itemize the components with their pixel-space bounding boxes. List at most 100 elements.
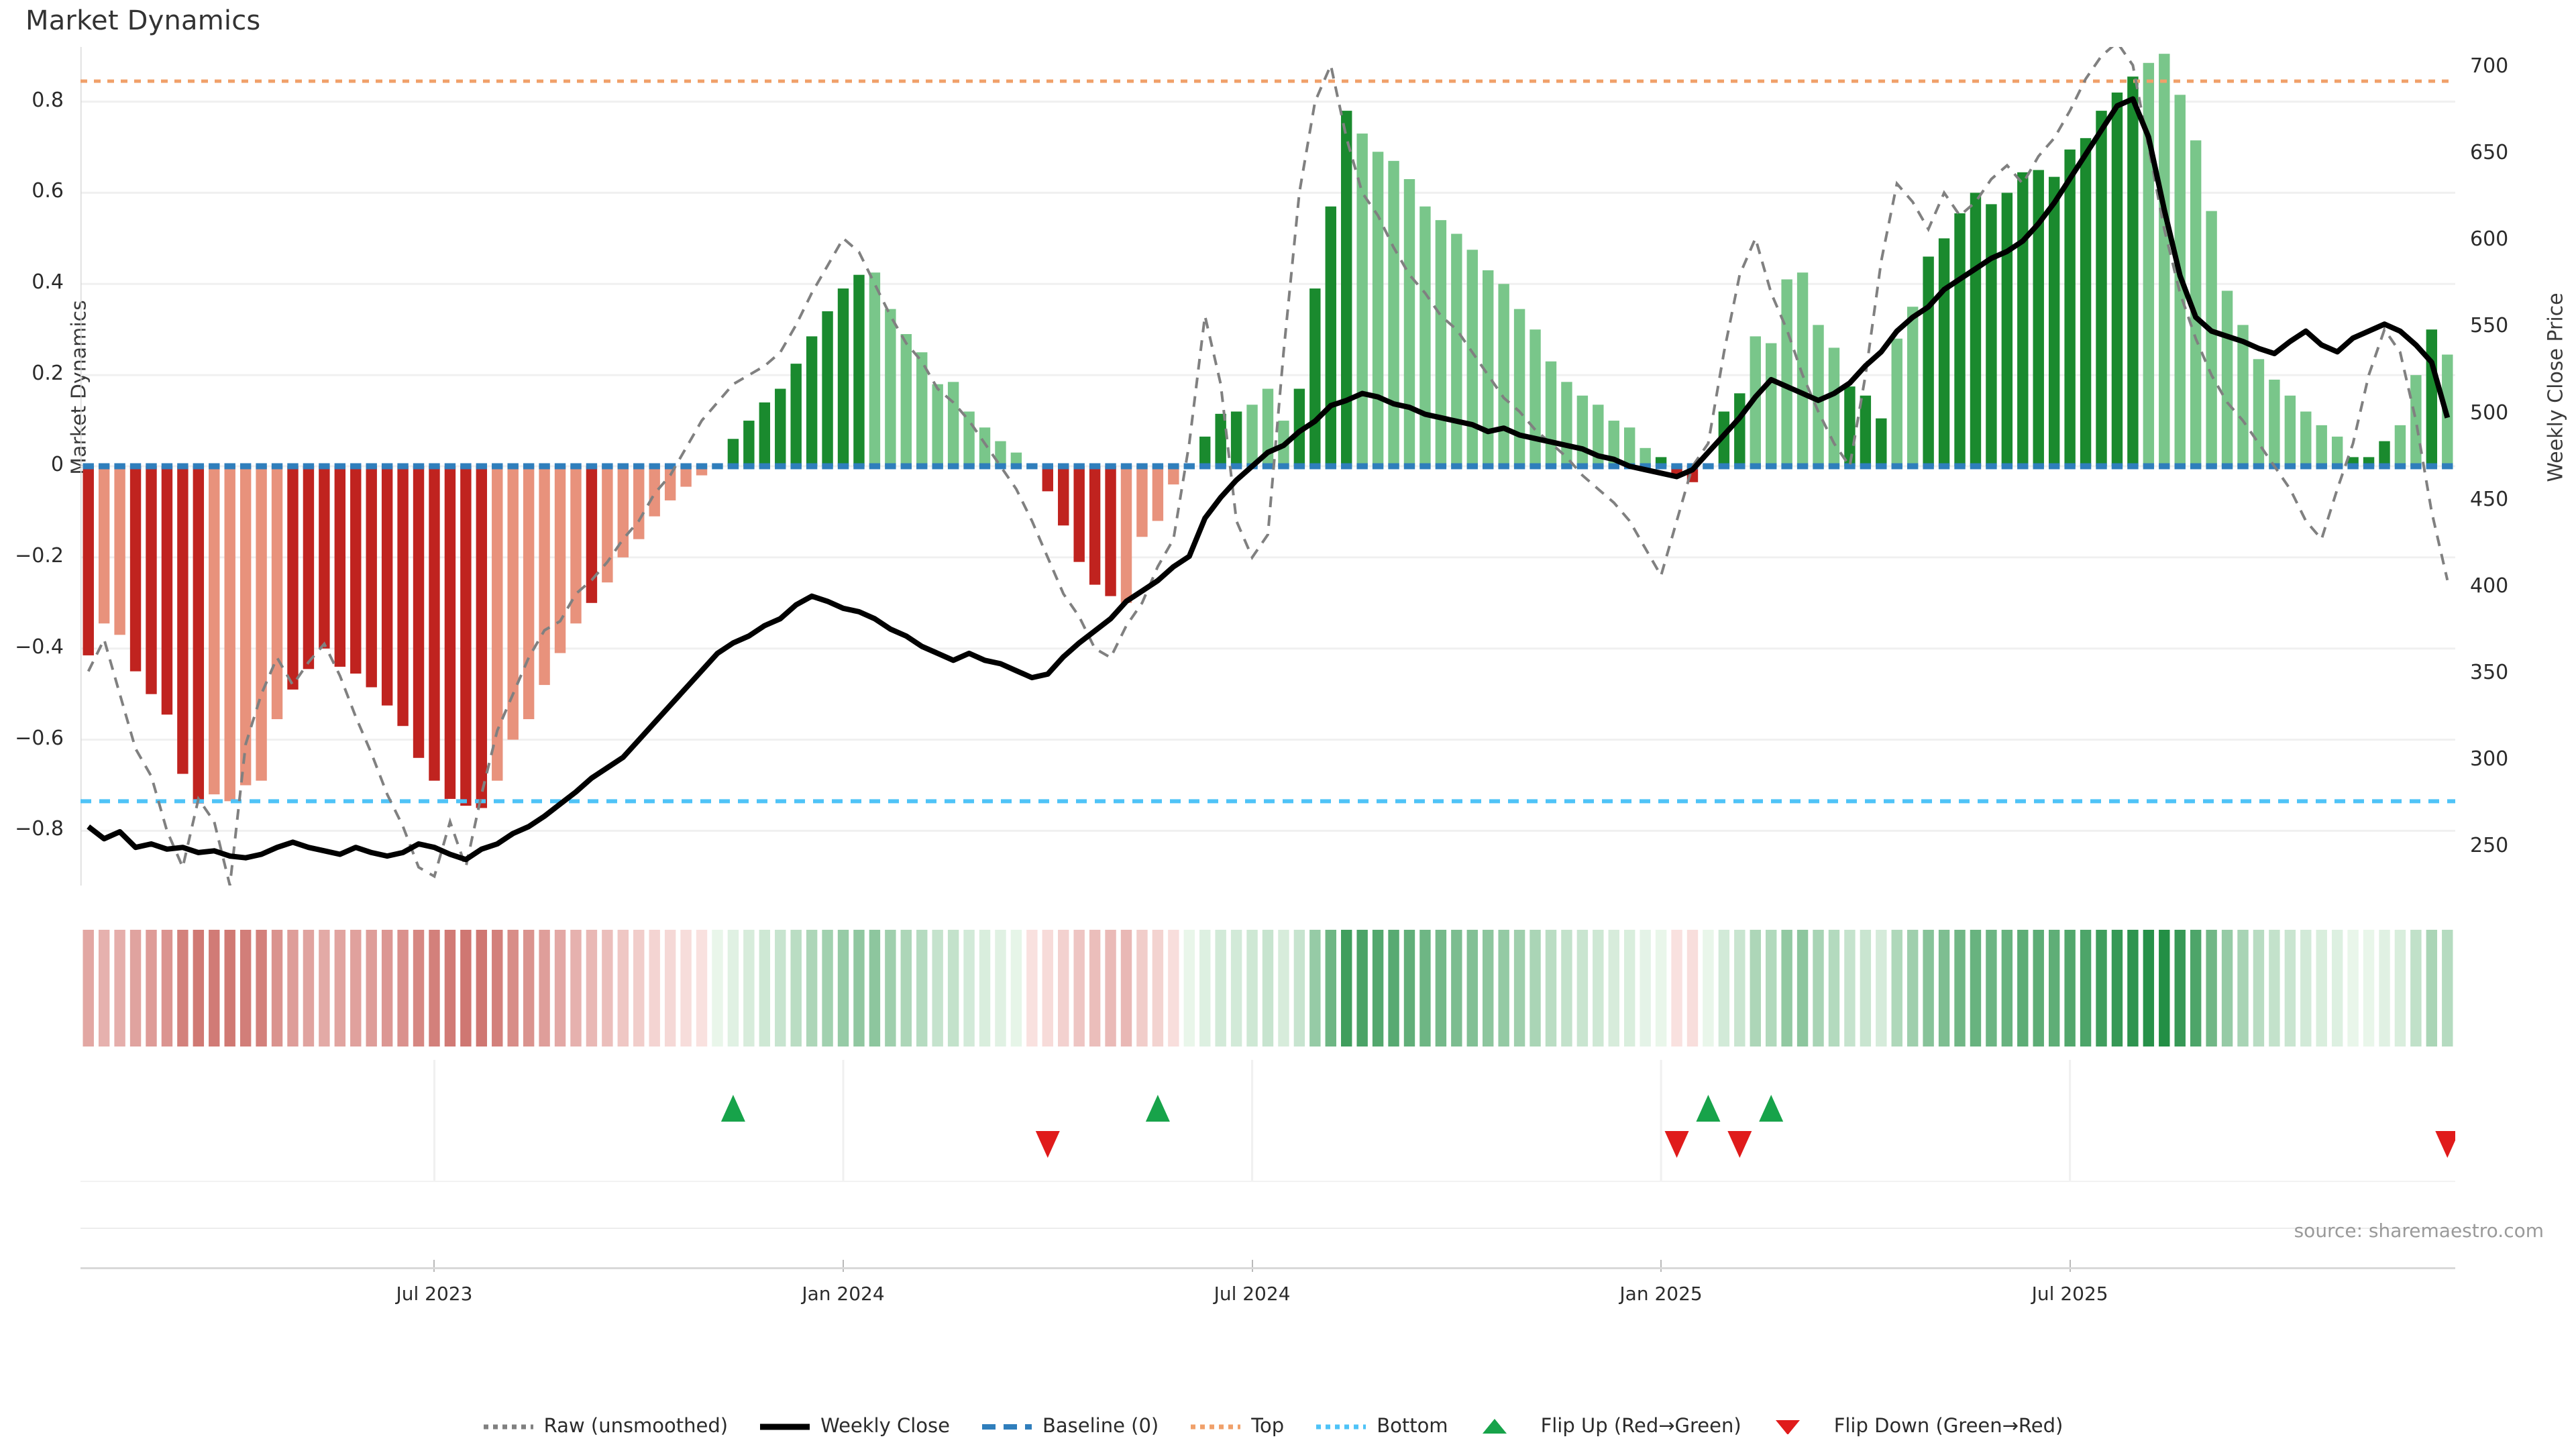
- flip-markers-svg: [433, 1060, 2460, 1181]
- bar: [1042, 466, 1053, 492]
- bar: [2269, 379, 2280, 466]
- bar: [1608, 421, 1619, 466]
- bar: [2221, 290, 2233, 466]
- heat-strip-cell: [995, 930, 1006, 1046]
- bar: [1403, 179, 1415, 466]
- heat-strip-cell: [1372, 930, 1384, 1046]
- legend-swatch-flip-down: [1775, 1420, 1800, 1434]
- bar: [2064, 149, 2076, 466]
- bar: [2190, 140, 2202, 467]
- heat-strip-cell: [2253, 930, 2265, 1046]
- bar: [2001, 193, 2013, 466]
- heat-strip-cell: [2048, 930, 2060, 1046]
- bar: [287, 466, 299, 690]
- bar: [334, 466, 346, 667]
- bar: [2237, 325, 2249, 466]
- bar: [1483, 270, 1494, 466]
- heat-strip-cell: [2033, 930, 2044, 1046]
- heat-strip-cell: [397, 930, 409, 1046]
- heat-strip-cell: [1860, 930, 1872, 1046]
- heat-strip-cell: [1168, 930, 1179, 1046]
- heat-strip-cell: [775, 930, 786, 1046]
- heat-strip-cell: [256, 930, 267, 1046]
- bar: [837, 288, 849, 466]
- y-axis-right-tick: 700: [2470, 54, 2509, 78]
- heat-strip-cell: [1655, 930, 1667, 1046]
- flip-down-marker: [1727, 1131, 1752, 1158]
- bar: [1640, 447, 1651, 466]
- bar: [554, 466, 566, 653]
- heat-strip-cell: [1262, 930, 1274, 1046]
- heat-strip-cell: [2127, 930, 2139, 1046]
- heat-strip-cell: [1451, 930, 1462, 1046]
- bar: [523, 466, 535, 720]
- heat-strip-cell: [869, 930, 881, 1046]
- heat-strip-cell: [193, 930, 205, 1046]
- x-axis-tick-label: Jul 2023: [396, 1283, 473, 1305]
- y-axis-right-tick: 650: [2470, 141, 2509, 165]
- bar: [1293, 388, 1305, 466]
- heat-strip-cell: [2284, 930, 2296, 1046]
- bar: [2159, 54, 2170, 467]
- heat-strip-cell: [806, 930, 818, 1046]
- legend-item-flip-down[interactable]: Flip Down (Green→Red): [1772, 1414, 2063, 1437]
- bar: [1986, 204, 1997, 466]
- y-axis-right-tick: 350: [2470, 660, 2509, 684]
- heat-strip-cell: [2410, 930, 2422, 1046]
- y-axis-left-tick: −0.8: [15, 817, 64, 841]
- heat-strip-cell: [2426, 930, 2438, 1046]
- bar: [2017, 172, 2029, 466]
- legend-item-baseline[interactable]: Baseline (0): [981, 1414, 1159, 1437]
- heat-strip-cell: [1545, 930, 1557, 1046]
- flip-markers-panel: [80, 1060, 2460, 1181]
- heat-strip-cell: [1466, 930, 1478, 1046]
- bar: [1907, 307, 1919, 466]
- heat-strip-cell: [1388, 930, 1399, 1046]
- bar: [2143, 62, 2155, 467]
- bar: [161, 466, 173, 715]
- heat-strip-cell: [1703, 930, 1714, 1046]
- bar: [1152, 466, 1164, 521]
- bar: [1341, 111, 1352, 466]
- heat-strip-cell: [664, 930, 676, 1046]
- bar: [1765, 343, 1777, 466]
- heat-strip-cell: [979, 930, 991, 1046]
- legend-label-top: Top: [1251, 1414, 1285, 1437]
- main-chart-svg: [80, 47, 2455, 885]
- heat-strip-cell: [2064, 930, 2076, 1046]
- legend-label-flip-down: Flip Down (Green→Red): [1833, 1414, 2063, 1437]
- bar: [1545, 361, 1557, 466]
- legend-item-top[interactable]: Top: [1189, 1414, 1284, 1437]
- flip-down-marker: [1035, 1131, 1060, 1158]
- heat-strip-cell: [1734, 930, 1746, 1046]
- bar: [680, 466, 692, 487]
- legend-item-weekly-close[interactable]: Weekly Close: [759, 1414, 950, 1437]
- bar: [1120, 466, 1132, 603]
- heat-strip-cell: [1042, 930, 1053, 1046]
- legend-swatch-weekly-close: [760, 1424, 810, 1430]
- heat-strip-cell: [1529, 930, 1541, 1046]
- heat-strip-cell: [1120, 930, 1132, 1046]
- legend-item-raw[interactable]: Raw (unsmoothed): [482, 1414, 728, 1437]
- heat-strip-cell: [1215, 930, 1226, 1046]
- bar: [366, 466, 377, 688]
- bar: [2316, 425, 2327, 466]
- heat-strip-cell: [1136, 930, 1148, 1046]
- bar: [932, 384, 943, 466]
- bar: [319, 466, 330, 649]
- bar: [664, 466, 676, 500]
- y-axis-right-tick: 550: [2470, 314, 2509, 338]
- bar: [209, 466, 220, 795]
- heat-strip-cell: [413, 930, 425, 1046]
- bar: [1419, 206, 1431, 466]
- bar: [1388, 160, 1399, 466]
- heat-strip-cell: [1718, 930, 1730, 1046]
- legend-item-flip-up[interactable]: Flip Up (Red→Green): [1479, 1414, 1741, 1437]
- y-axis-right-tick: 450: [2470, 487, 2509, 511]
- heat-strip-cell: [1483, 930, 1494, 1046]
- heat-strip-cell: [2111, 930, 2123, 1046]
- main-plot-area: [80, 47, 2455, 885]
- bar: [1199, 436, 1211, 466]
- legend-item-bottom[interactable]: Bottom: [1315, 1414, 1448, 1437]
- bar: [1734, 393, 1746, 466]
